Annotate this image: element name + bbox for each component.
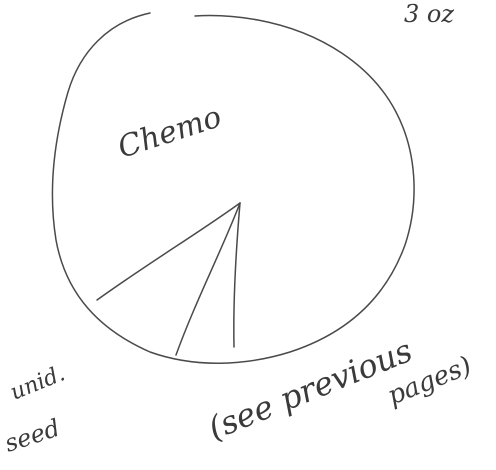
label-unid-seed-line2: seed [1, 414, 63, 458]
label-chemo: Chemo [114, 99, 226, 165]
slice-divider-right [233, 202, 241, 348]
pie-outline [51, 12, 415, 364]
label-unid-seed-line1: unid. [7, 361, 69, 405]
corner-note: 3 oz [404, 0, 454, 28]
slice-divider-middle [175, 202, 241, 356]
slice-divider-left [96, 202, 241, 301]
